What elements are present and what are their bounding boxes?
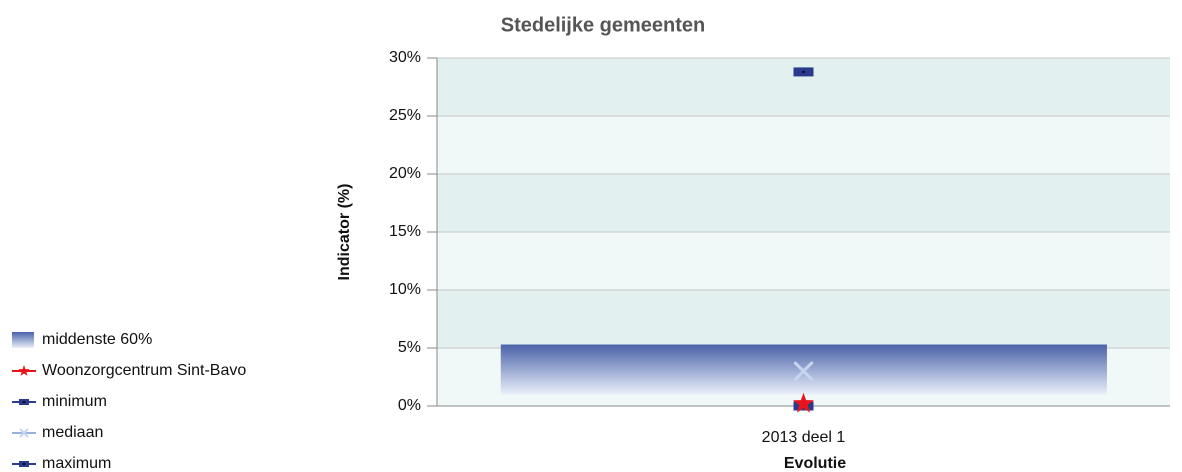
y-tick-label: 5%	[398, 339, 421, 356]
plot-stripe	[437, 116, 1170, 174]
legend-label: Woonzorgcentrum Sint-Bavo	[42, 362, 246, 379]
legend-label: mediaan	[42, 424, 103, 441]
legend-label: minimum	[42, 393, 107, 410]
legend-item: maximum	[12, 455, 111, 472]
y-tick-label: 15%	[389, 223, 421, 240]
y-axis-title: Indicator (%)	[336, 184, 353, 281]
y-tick-label: 10%	[389, 281, 421, 298]
chart-title: Stedelijke gemeenten	[501, 14, 706, 36]
plot-stripe	[437, 58, 1170, 116]
y-tick-label: 0%	[398, 397, 421, 414]
marker-star	[793, 392, 814, 413]
legend-item: middenste 60%	[12, 331, 152, 348]
marker-star	[18, 365, 30, 376]
y-tick-label: 25%	[389, 107, 421, 124]
legend-item: Woonzorgcentrum Sint-Bavo	[12, 362, 246, 379]
legend-item: minimum	[12, 393, 107, 410]
x-axis-title: Evolutie	[784, 455, 846, 472]
marker-square	[19, 461, 29, 467]
legend-label: maximum	[42, 455, 111, 472]
legend-swatch	[12, 332, 34, 348]
legend-item: mediaan	[12, 424, 103, 441]
legend-label: middenste 60%	[42, 331, 152, 348]
y-tick-label: 30%	[389, 49, 421, 66]
marker-square	[19, 399, 29, 405]
marker-square	[793, 67, 814, 77]
marker-dot	[22, 401, 26, 403]
marker-x	[19, 428, 29, 438]
marker-dot	[22, 463, 26, 465]
plot-stripe	[437, 232, 1170, 290]
plot-stripe	[437, 290, 1170, 348]
marker-x	[793, 361, 814, 382]
plot-stripe	[437, 174, 1170, 232]
x-tick-label: 2013 deel 1	[762, 429, 846, 446]
marker-dot	[802, 70, 805, 73]
y-tick-label: 20%	[389, 165, 421, 182]
